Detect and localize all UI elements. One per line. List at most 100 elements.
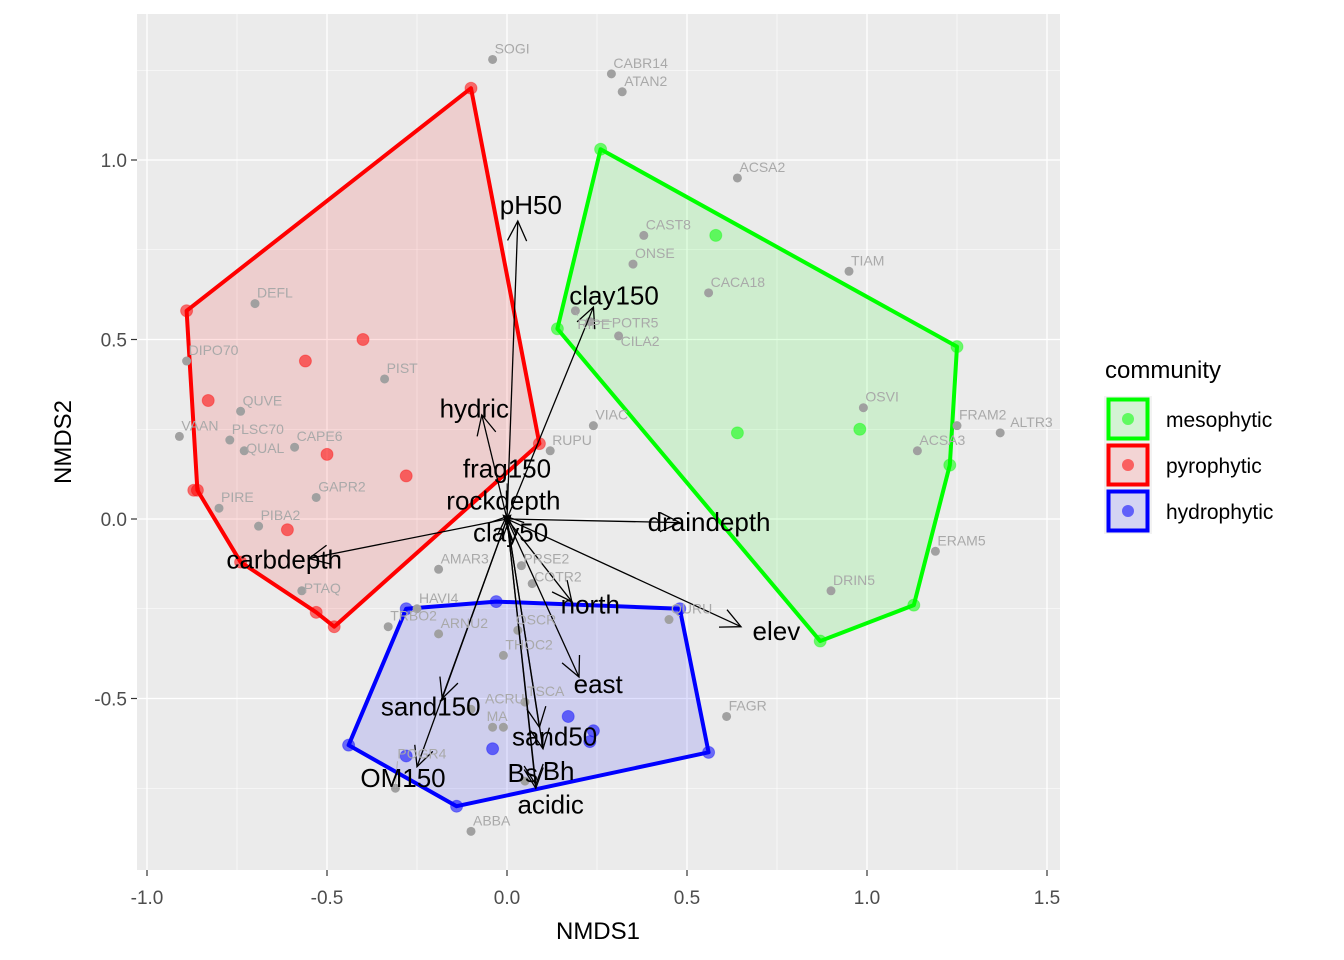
species-label: SOGI — [495, 40, 530, 56]
vector-label: rockdepth — [446, 485, 560, 515]
species-point — [182, 356, 192, 366]
species-point — [254, 521, 264, 531]
species-point — [588, 421, 598, 431]
vector-arrowhead — [476, 413, 497, 437]
species-point — [930, 546, 940, 556]
site-point-pyrophytic — [464, 81, 478, 95]
species-label: CILA2 — [621, 333, 660, 349]
vector-arrowhead — [718, 609, 743, 628]
vector-label: clay150 — [569, 281, 659, 311]
vector-label: frag150 — [463, 453, 551, 483]
species-point — [498, 650, 508, 660]
species-label: TIAM — [851, 252, 884, 268]
site-point-pyrophytic — [309, 605, 323, 619]
vector-arrowhead — [414, 744, 434, 769]
site-point-mesophytic — [813, 634, 827, 648]
species-label: DEFL — [257, 285, 293, 301]
site-point-mesophytic — [594, 142, 608, 156]
species-label: MA — [487, 708, 509, 724]
species-label: ERAM5 — [937, 532, 985, 548]
species-point — [466, 826, 476, 836]
species-point — [952, 421, 962, 431]
x-tick-label: -0.5 — [311, 888, 344, 909]
site-point-pyrophytic — [234, 555, 248, 569]
species-point — [722, 711, 732, 721]
species-label: HAVI4 — [419, 590, 459, 606]
y-tick-label: 0.5 — [101, 331, 127, 352]
site-point-hydrophytic — [399, 602, 413, 616]
species-point — [995, 428, 1005, 438]
site-point-hydrophytic — [489, 595, 503, 609]
x-tick-label: 0.0 — [494, 888, 520, 909]
species-label: PLSC70 — [232, 421, 284, 437]
vector-label: Bs — [508, 758, 538, 788]
species-point — [214, 503, 224, 513]
vector-arrow — [506, 306, 595, 520]
vector-arrow — [506, 518, 573, 602]
species-label: RUPU — [552, 432, 592, 448]
legend-point-mesophytic — [1122, 413, 1134, 425]
site-point-pyrophytic — [399, 469, 413, 483]
x-tick-label: -1.0 — [131, 888, 164, 909]
site-point-mesophytic — [950, 340, 964, 354]
label-leader-line — [395, 761, 398, 789]
vector-label: north — [561, 590, 620, 620]
site-point-hydrophytic — [583, 735, 597, 749]
species-label: FAGR — [729, 697, 767, 713]
y-tick-label: -0.5 — [94, 690, 127, 711]
site-point-pyrophytic — [187, 483, 201, 497]
species-label: QURU — [671, 601, 712, 617]
legend-label-hydrophytic: hydrophytic — [1166, 501, 1273, 524]
site-point-hydrophytic — [399, 749, 413, 763]
species-point — [488, 722, 498, 732]
vector-label: clay50 — [473, 517, 548, 547]
vector-arrowhead — [307, 544, 331, 565]
site-point-mesophytic — [943, 458, 957, 472]
vector-arrow — [308, 518, 508, 560]
species-label: POGR4 — [397, 745, 446, 761]
label-leader-lines — [395, 310, 621, 789]
x-tick-label: 0.5 — [674, 888, 700, 909]
vector-arrowhead — [523, 763, 544, 787]
site-point-pyrophytic — [356, 333, 370, 346]
species-label: COTR2 — [534, 569, 582, 585]
species-point — [826, 586, 836, 596]
y-tick-label: 0.0 — [101, 510, 127, 531]
species-point — [520, 776, 530, 786]
site-point-pyrophytic — [327, 620, 341, 634]
vector-label: acidic — [517, 790, 583, 820]
species-point — [488, 54, 498, 64]
species-point — [311, 492, 321, 502]
site-point-mesophytic — [853, 422, 867, 436]
legend-key-pyrophytic — [1106, 443, 1150, 487]
site-point-pyrophytic — [298, 354, 312, 368]
species-label: OSVI — [865, 389, 898, 405]
site-point-hydrophytic — [673, 602, 687, 616]
vector-arrowhead — [551, 579, 573, 603]
species-point — [383, 622, 393, 632]
species-point — [239, 446, 249, 456]
vector-arrow — [506, 221, 519, 520]
vector-arrowhead — [659, 512, 682, 533]
site-point-hydrophytic — [450, 799, 464, 813]
vector-label: Bh — [543, 756, 575, 786]
species-point — [434, 629, 444, 639]
site-point-pyrophytic — [201, 394, 215, 408]
label-leader-line — [575, 310, 578, 316]
species-label: THOC2 — [505, 636, 553, 652]
species-label: TSCA — [527, 683, 565, 699]
species-label: TRBO2 — [390, 608, 437, 624]
legend-title: community — [1105, 357, 1221, 384]
species-label: CAPE6 — [297, 428, 343, 444]
species-point — [844, 266, 854, 276]
species-point — [498, 722, 508, 732]
vector-arrow — [481, 414, 508, 520]
species-point — [250, 299, 260, 309]
species-label: CAST8 — [646, 216, 691, 232]
species-label: ONSE — [635, 245, 675, 261]
vector-arrow — [506, 518, 544, 749]
species-point — [412, 604, 422, 614]
legend-point-pyrophytic — [1122, 459, 1134, 471]
species-label: PTAQ — [304, 580, 341, 596]
site-point-pyrophytic — [280, 523, 294, 537]
